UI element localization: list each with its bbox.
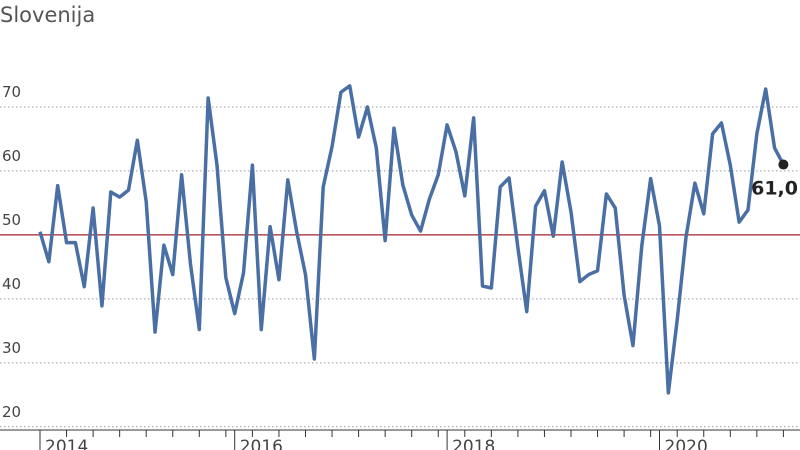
x-tick-label: 2018 bbox=[452, 437, 495, 450]
series-line bbox=[38, 84, 785, 395]
y-tick-label: 20 bbox=[2, 403, 21, 421]
y-tick-label: 60 bbox=[2, 147, 21, 165]
y-tick-label: 30 bbox=[2, 339, 21, 357]
end-point bbox=[778, 159, 789, 170]
x-tick-label: 2014 bbox=[45, 437, 88, 450]
chart-title: Slovenija bbox=[0, 3, 95, 27]
x-tick-label: 2016 bbox=[240, 437, 283, 450]
data-label: 61,0 bbox=[751, 178, 798, 200]
x-tick-label: 2020 bbox=[665, 437, 708, 450]
y-tick-label: 70 bbox=[2, 83, 21, 101]
y-tick-label: 40 bbox=[2, 275, 21, 293]
y-tick-label: 50 bbox=[2, 211, 21, 229]
